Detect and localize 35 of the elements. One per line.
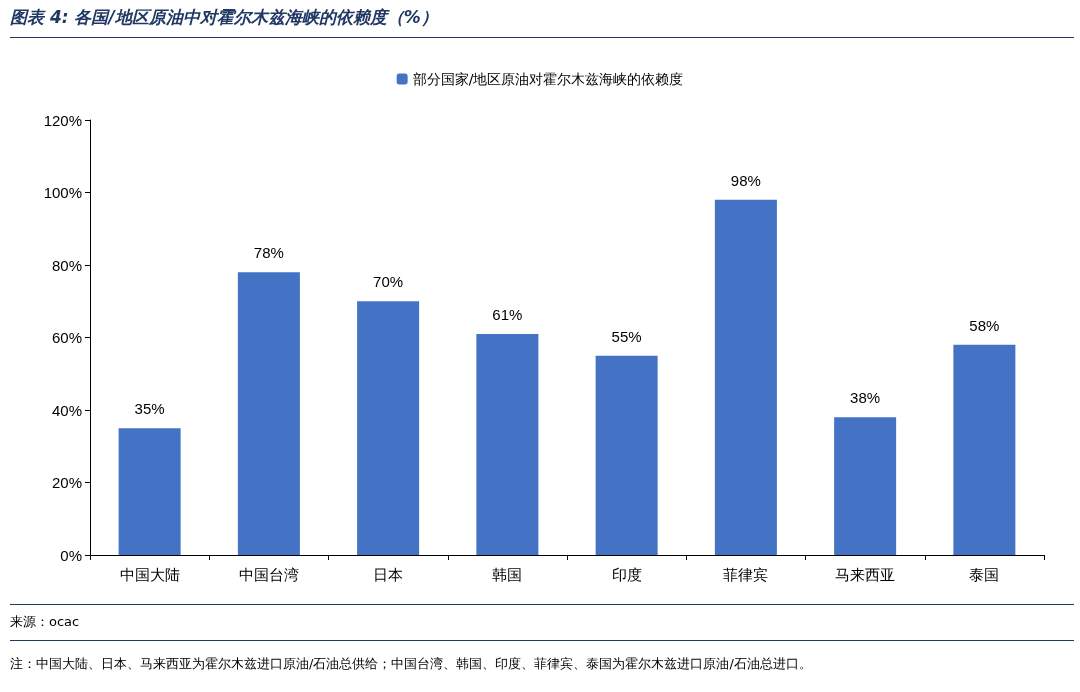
bar [595,355,658,555]
y-tick-label: 60% [51,329,82,346]
chart-title: 图表 4: 各国/地区原油中对霍尔木兹海峡的依赖度（%） [10,6,1074,38]
bar [357,301,420,555]
data-label: 78% [253,244,284,262]
bar [834,417,897,555]
bar [118,428,181,555]
bar [714,199,777,555]
x-tick-label: 韩国 [492,566,523,583]
data-label: 98% [730,171,761,189]
y-tick-label: 80% [51,256,82,274]
x-tick-label: 泰国 [969,566,1000,583]
x-tick-label: 马来西亚 [835,566,896,583]
bar [476,333,539,555]
x-tick-label: 中国台湾 [238,566,299,583]
data-label: 38% [850,389,881,407]
y-tick-label: 100% [43,184,82,201]
bar [237,272,300,555]
x-tick-label: 印度 [611,566,642,583]
x-tick-label: 菲律宾 [723,566,769,583]
data-label: 58% [969,316,1000,334]
x-tick-label: 日本 [373,566,404,583]
y-tick-label: 0% [60,546,82,564]
source-note: 来源：ocac [10,604,1074,631]
legend-label: 部分国家/地区原油对霍尔木兹海峡的依赖度 [412,71,684,87]
text: 注：中国大陆、日本、马来西亚为霍尔木兹进口原油/石油总供给；中国台湾、韩国、印度、菲律宾、泰国为霍尔木兹进口原油/石油总进口。 [10,640,1074,673]
data-label: 35% [134,400,165,418]
y-tick-label: 120% [43,111,82,129]
bar [953,344,1016,555]
x-tick-label: 中国大陆 [119,566,180,583]
y-tick-label: 20% [51,474,82,491]
data-label: 55% [611,327,642,345]
y-tick-label: 40% [51,401,82,419]
data-label: 70% [373,273,404,291]
data-label: 61% [492,305,523,323]
